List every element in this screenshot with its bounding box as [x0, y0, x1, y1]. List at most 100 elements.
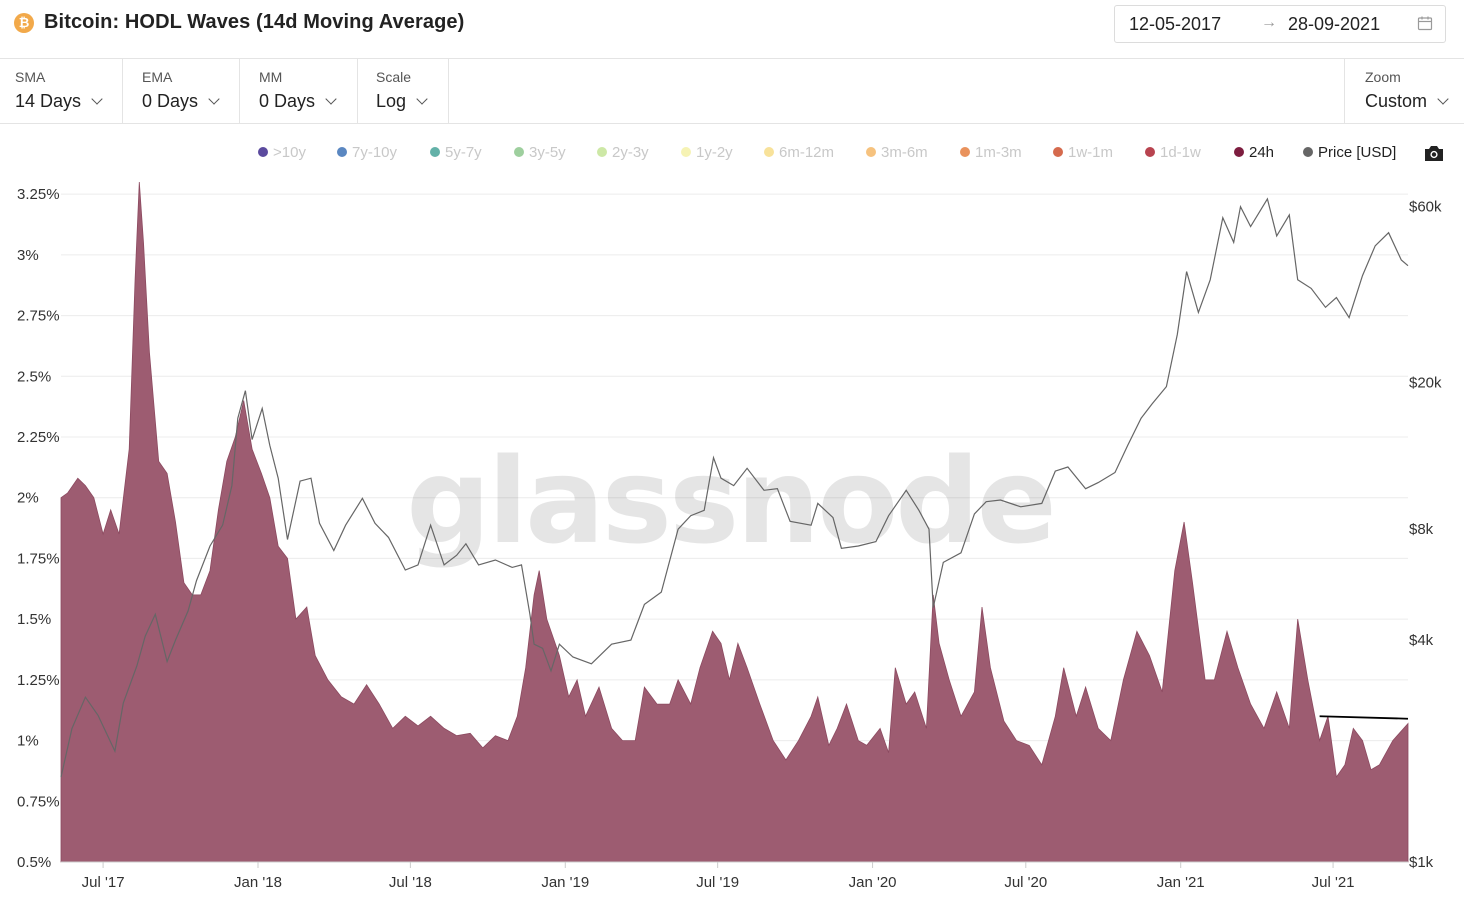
- ema-dropdown[interactable]: EMA 0 Days: [123, 59, 240, 123]
- y-left-tick-label: 2%: [17, 490, 39, 507]
- x-tick-label: Jan '20: [849, 874, 897, 891]
- legend-dot: [1234, 147, 1244, 157]
- y-left-tick-label: 1%: [17, 733, 39, 750]
- legend-label: 3m-6m: [881, 144, 928, 161]
- legend-dot: [681, 147, 691, 157]
- y-left-tick-label: 0.5%: [17, 854, 51, 871]
- chart-legend: >10y 7y-10y 5y-7y 3y-5y 2y-3y 1y-2y 6m-12m 3m-6…: [0, 144, 1464, 164]
- chevron-down-icon: [416, 93, 428, 105]
- header-bar: ₿ Bitcoin: HODL Waves (14d Moving Averag…: [0, 0, 1464, 59]
- mm-dropdown[interactable]: MM 0 Days: [240, 59, 358, 123]
- chart-plot: 0.5% 0.75% 1% 1.25% 1.5% 1.75% 2% 2.25% 2.5% 2.75…: [17, 181, 1442, 891]
- legend-dot: [764, 147, 774, 157]
- series-line-price: [60, 197, 1409, 778]
- y-right-tick-label: $8k: [1409, 521, 1434, 538]
- watermark-glassnode: glassnode: [406, 432, 1054, 570]
- mm-label: MM: [259, 69, 283, 85]
- legend-item-1d-1w[interactable]: 1d-1w: [1145, 144, 1201, 161]
- legend-label: 5y-7y: [445, 144, 482, 161]
- legend-dot: [866, 147, 876, 157]
- chart-controls: SMA 14 Days EMA 0 Days MM 0 Days Scale L…: [0, 59, 1464, 124]
- sma-label: SMA: [15, 69, 46, 85]
- legend-item-1y-2y[interactable]: 1y-2y: [681, 144, 733, 161]
- chevron-down-icon: [325, 93, 337, 105]
- legend-label: Price [USD]: [1318, 144, 1397, 161]
- x-tick-label: Jul '20: [1004, 874, 1047, 891]
- calendar-icon[interactable]: [1417, 15, 1433, 31]
- legend-label: >10y: [273, 144, 306, 161]
- bitcoin-icon: ₿: [14, 13, 34, 33]
- y-left-tick-label: 2.25%: [17, 429, 60, 446]
- legend-item-3m-6m[interactable]: 3m-6m: [866, 144, 928, 161]
- y-left-tick-label: 0.75%: [17, 793, 60, 810]
- x-tick-label: Jan '19: [541, 874, 589, 891]
- date-start-input[interactable]: 12-05-2017: [1129, 14, 1222, 34]
- arrow-right-icon: →: [1261, 14, 1277, 31]
- legend-item-6m-12m[interactable]: 6m-12m: [764, 144, 834, 161]
- legend-dot: [514, 147, 524, 157]
- date-end-input[interactable]: 28-09-2021: [1288, 14, 1381, 34]
- chart-title: Bitcoin: HODL Waves (14d Moving Average): [44, 11, 465, 33]
- y-left-tick-label: 1.5%: [17, 611, 51, 628]
- x-tick-label: Jul '21: [1312, 874, 1355, 891]
- legend-label: 3y-5y: [529, 144, 566, 161]
- legend-label: 2y-3y: [612, 144, 649, 161]
- scale-label: Scale: [376, 69, 412, 85]
- legend-item-5y-7y[interactable]: 5y-7y: [430, 144, 482, 161]
- legend-item-3y-5y[interactable]: 3y-5y: [514, 144, 566, 161]
- y-right-tick-label: $20k: [1409, 375, 1442, 392]
- legend-dot: [1303, 147, 1313, 157]
- x-tick-label: Jul '19: [696, 874, 739, 891]
- camera-icon[interactable]: [1424, 144, 1444, 162]
- scale-dropdown[interactable]: Scale Log: [358, 59, 449, 123]
- y-left-tick-label: 1.75%: [17, 550, 60, 567]
- y-left-tick-label: 2.75%: [17, 308, 60, 325]
- x-tick-label: Jul '18: [389, 874, 432, 891]
- zoom-dropdown[interactable]: Zoom Custom: [1344, 59, 1464, 123]
- legend-item-1m-3m[interactable]: 1m-3m: [960, 144, 1022, 161]
- chevron-down-icon: [1437, 93, 1449, 105]
- y-left-tick-label: 2.5%: [17, 368, 51, 385]
- ema-label: EMA: [142, 69, 173, 85]
- legend-label: 6m-12m: [779, 144, 835, 161]
- x-tick-label: Jan '18: [234, 874, 282, 891]
- legend-item-24h[interactable]: 24h: [1234, 144, 1274, 161]
- legend-label: 1d-1w: [1160, 144, 1201, 161]
- legend-label: 24h: [1249, 144, 1275, 161]
- scale-value: Log: [376, 91, 407, 111]
- legend-label: 7y-10y: [352, 144, 398, 161]
- legend-item-7y-10y[interactable]: 7y-10y: [337, 144, 397, 161]
- y-left-tick-label: 3%: [17, 247, 39, 264]
- date-range-picker[interactable]: 12-05-2017 → 28-09-2021: [1114, 5, 1446, 43]
- legend-dot: [337, 147, 347, 157]
- legend-dot: [597, 147, 607, 157]
- legend-item-10y[interactable]: >10y: [258, 144, 306, 161]
- zoom-value: Custom: [1365, 91, 1428, 111]
- y-right-tick-label: $60k: [1409, 199, 1442, 216]
- y-left-tick-label: 1.25%: [17, 672, 60, 689]
- chevron-down-icon: [208, 93, 220, 105]
- legend-dot: [430, 147, 440, 157]
- sma-dropdown[interactable]: SMA 14 Days: [0, 59, 123, 123]
- ema-value: 0 Days: [142, 91, 199, 111]
- y-left-tick-label: 3.25%: [17, 186, 60, 203]
- x-tick-label: Jan '21: [1157, 874, 1205, 891]
- y-right-tick-label: $4k: [1409, 632, 1434, 649]
- sma-value: 14 Days: [15, 91, 82, 111]
- legend-item-2y-3y[interactable]: 2y-3y: [597, 144, 649, 161]
- zoom-label: Zoom: [1365, 69, 1401, 85]
- legend-item-1w-1m[interactable]: 1w-1m: [1053, 144, 1113, 161]
- mm-value: 0 Days: [259, 91, 316, 111]
- legend-label: 1w-1m: [1068, 144, 1114, 161]
- legend-item-price-usd[interactable]: Price [USD]: [1303, 144, 1396, 161]
- x-tick-label: Jul '17: [82, 874, 125, 891]
- legend-dot: [258, 147, 268, 157]
- legend-dot: [1145, 147, 1155, 157]
- legend-dot: [1053, 147, 1063, 157]
- y-right-tick-label: $1k: [1409, 854, 1434, 871]
- series-area-24h: [60, 181, 1409, 863]
- legend-label: 1y-2y: [696, 144, 733, 161]
- legend-label: 1m-3m: [975, 144, 1022, 161]
- chevron-down-icon: [91, 93, 103, 105]
- legend-dot: [960, 147, 970, 157]
